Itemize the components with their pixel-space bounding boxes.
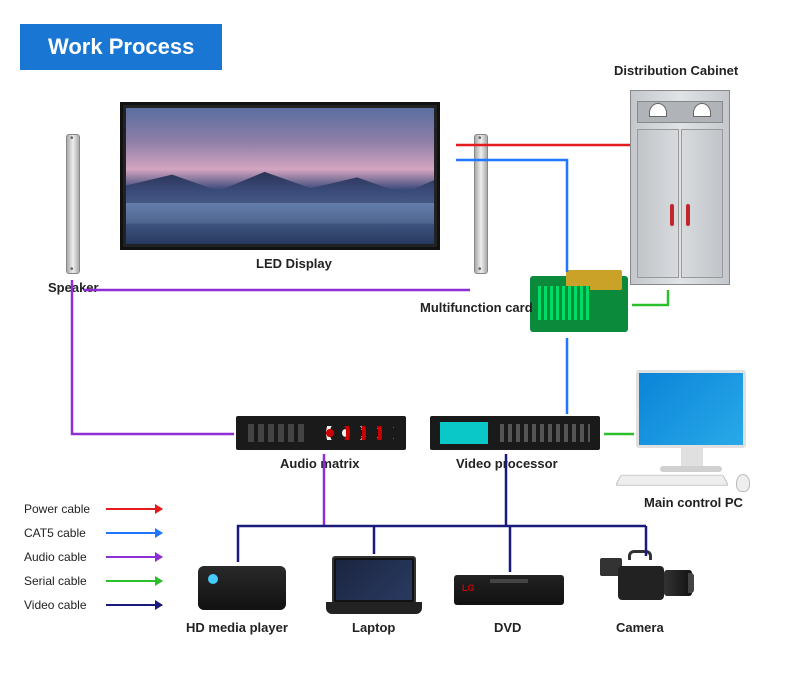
audio-matrix-label: Audio matrix bbox=[280, 456, 359, 471]
laptop-device bbox=[326, 556, 422, 614]
legend-label: CAT5 cable bbox=[24, 526, 106, 540]
main-control-pc-device bbox=[636, 370, 746, 448]
legend-arrow-icon bbox=[106, 532, 162, 534]
hd-media-player-label: HD media player bbox=[186, 620, 288, 635]
wire-video_cable bbox=[238, 526, 646, 562]
header-title: Work Process bbox=[48, 34, 194, 59]
legend-label: Serial cable bbox=[24, 574, 106, 588]
led-display-screen bbox=[126, 108, 434, 244]
laptop-label: Laptop bbox=[352, 620, 395, 635]
distribution-cabinet-device bbox=[630, 90, 730, 285]
wire-serial_cable bbox=[632, 290, 668, 305]
speaker-left-device bbox=[66, 134, 80, 274]
legend-arrow-icon bbox=[106, 604, 162, 606]
legend-row: Audio cable bbox=[24, 550, 162, 564]
camera-label: Camera bbox=[616, 620, 664, 635]
header-banner: Work Process bbox=[20, 24, 222, 70]
legend-arrow-icon bbox=[106, 580, 162, 582]
legend-row: Serial cable bbox=[24, 574, 162, 588]
led-display-label: LED Display bbox=[256, 256, 332, 271]
legend-row: CAT5 cable bbox=[24, 526, 162, 540]
wire-cat5_cable bbox=[456, 160, 567, 272]
distribution-cabinet-label: Distribution Cabinet bbox=[614, 63, 738, 78]
legend-row: Video cable bbox=[24, 598, 162, 612]
legend-label: Video cable bbox=[24, 598, 106, 612]
legend-row: Power cable bbox=[24, 502, 162, 516]
multifunction-card-device bbox=[530, 276, 628, 332]
keyboard-icon bbox=[615, 475, 729, 486]
pc-stand bbox=[660, 466, 722, 472]
legend-label: Power cable bbox=[24, 502, 106, 516]
dvd-device bbox=[454, 575, 564, 605]
legend-arrow-icon bbox=[106, 508, 162, 510]
main-control-pc-label: Main control PC bbox=[644, 495, 743, 510]
audio-matrix-device bbox=[236, 416, 406, 450]
video-processor-device bbox=[430, 416, 600, 450]
speaker-label: Speaker bbox=[48, 280, 99, 295]
multifunction-card-label: Multifunction card bbox=[420, 300, 533, 315]
legend-label: Audio cable bbox=[24, 550, 106, 564]
mouse-icon bbox=[736, 474, 750, 492]
dvd-label: DVD bbox=[494, 620, 521, 635]
legend: Power cable CAT5 cable Audio cable Serial c… bbox=[24, 502, 162, 622]
wire-audio_cable bbox=[72, 280, 234, 434]
camera-device bbox=[600, 558, 692, 608]
legend-arrow-icon bbox=[106, 556, 162, 558]
video-processor-label: Video processor bbox=[456, 456, 558, 471]
speaker-right-device bbox=[474, 134, 488, 274]
led-display-device bbox=[120, 102, 440, 250]
hd-media-player-device bbox=[198, 566, 286, 610]
